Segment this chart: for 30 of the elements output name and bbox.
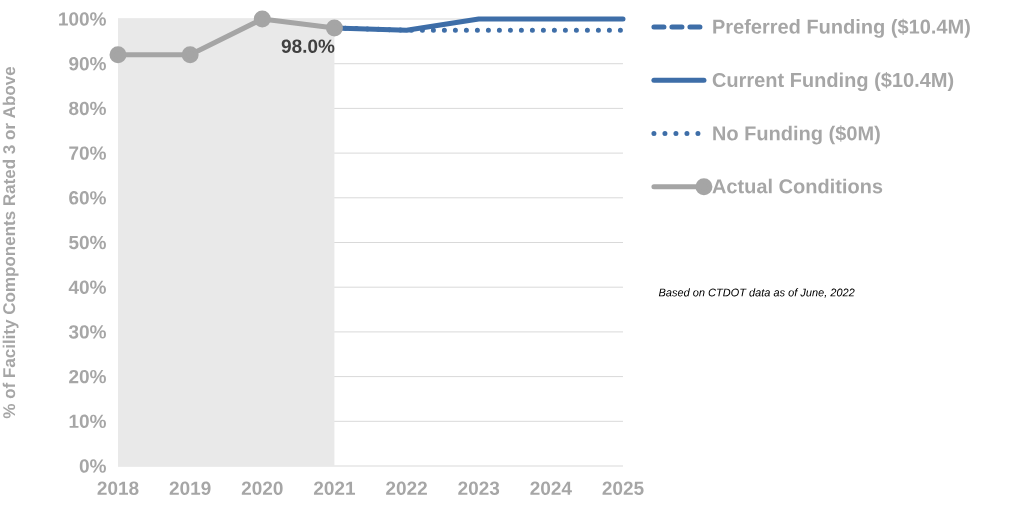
x-tick-label: 2019 — [169, 481, 211, 495]
x-tick-label: 2021 — [313, 481, 356, 495]
y-tick-label: 70% — [69, 146, 106, 160]
x-tick-label: 2023 — [458, 481, 500, 496]
y-tick-label: 10% — [69, 414, 106, 429]
x-tick-label: 2024 — [530, 481, 572, 495]
y-tick-label: 80% — [69, 101, 106, 116]
text: Based on CTDOT data as of June, 2022 — [658, 288, 855, 298]
y-tick-label: 100% — [59, 12, 106, 26]
x-tick-label: 2018 — [97, 481, 139, 495]
legend-label: Preferred Funding ($10.4M) — [713, 18, 970, 38]
y-axis-title: % of Facility Components Rated 3 or Above — [2, 66, 19, 419]
legend-label: No Funding ($0M) — [713, 125, 880, 145]
y-tick-label: 90% — [69, 56, 106, 71]
y-tick-label: 60% — [69, 191, 106, 205]
point — [181, 46, 199, 64]
legend-label: Actual Conditions — [712, 178, 883, 194]
point — [253, 10, 271, 28]
y-tick-label: 30% — [68, 325, 106, 339]
x-tick-label: 2020 — [241, 481, 283, 495]
point — [325, 19, 343, 37]
y-tick-label: 0% — [79, 459, 106, 473]
x-tick-label: 2022 — [386, 481, 427, 495]
y-tick-label: 50% — [69, 235, 106, 250]
y-tick-label: 40% — [68, 280, 106, 294]
x-tick-label: 2025 — [602, 481, 644, 495]
point — [109, 46, 127, 64]
y-tick-label: 20% — [69, 369, 106, 384]
legend-label: Current Funding ($10.4M) — [712, 72, 954, 92]
data-label: 98.0% — [281, 39, 335, 53]
